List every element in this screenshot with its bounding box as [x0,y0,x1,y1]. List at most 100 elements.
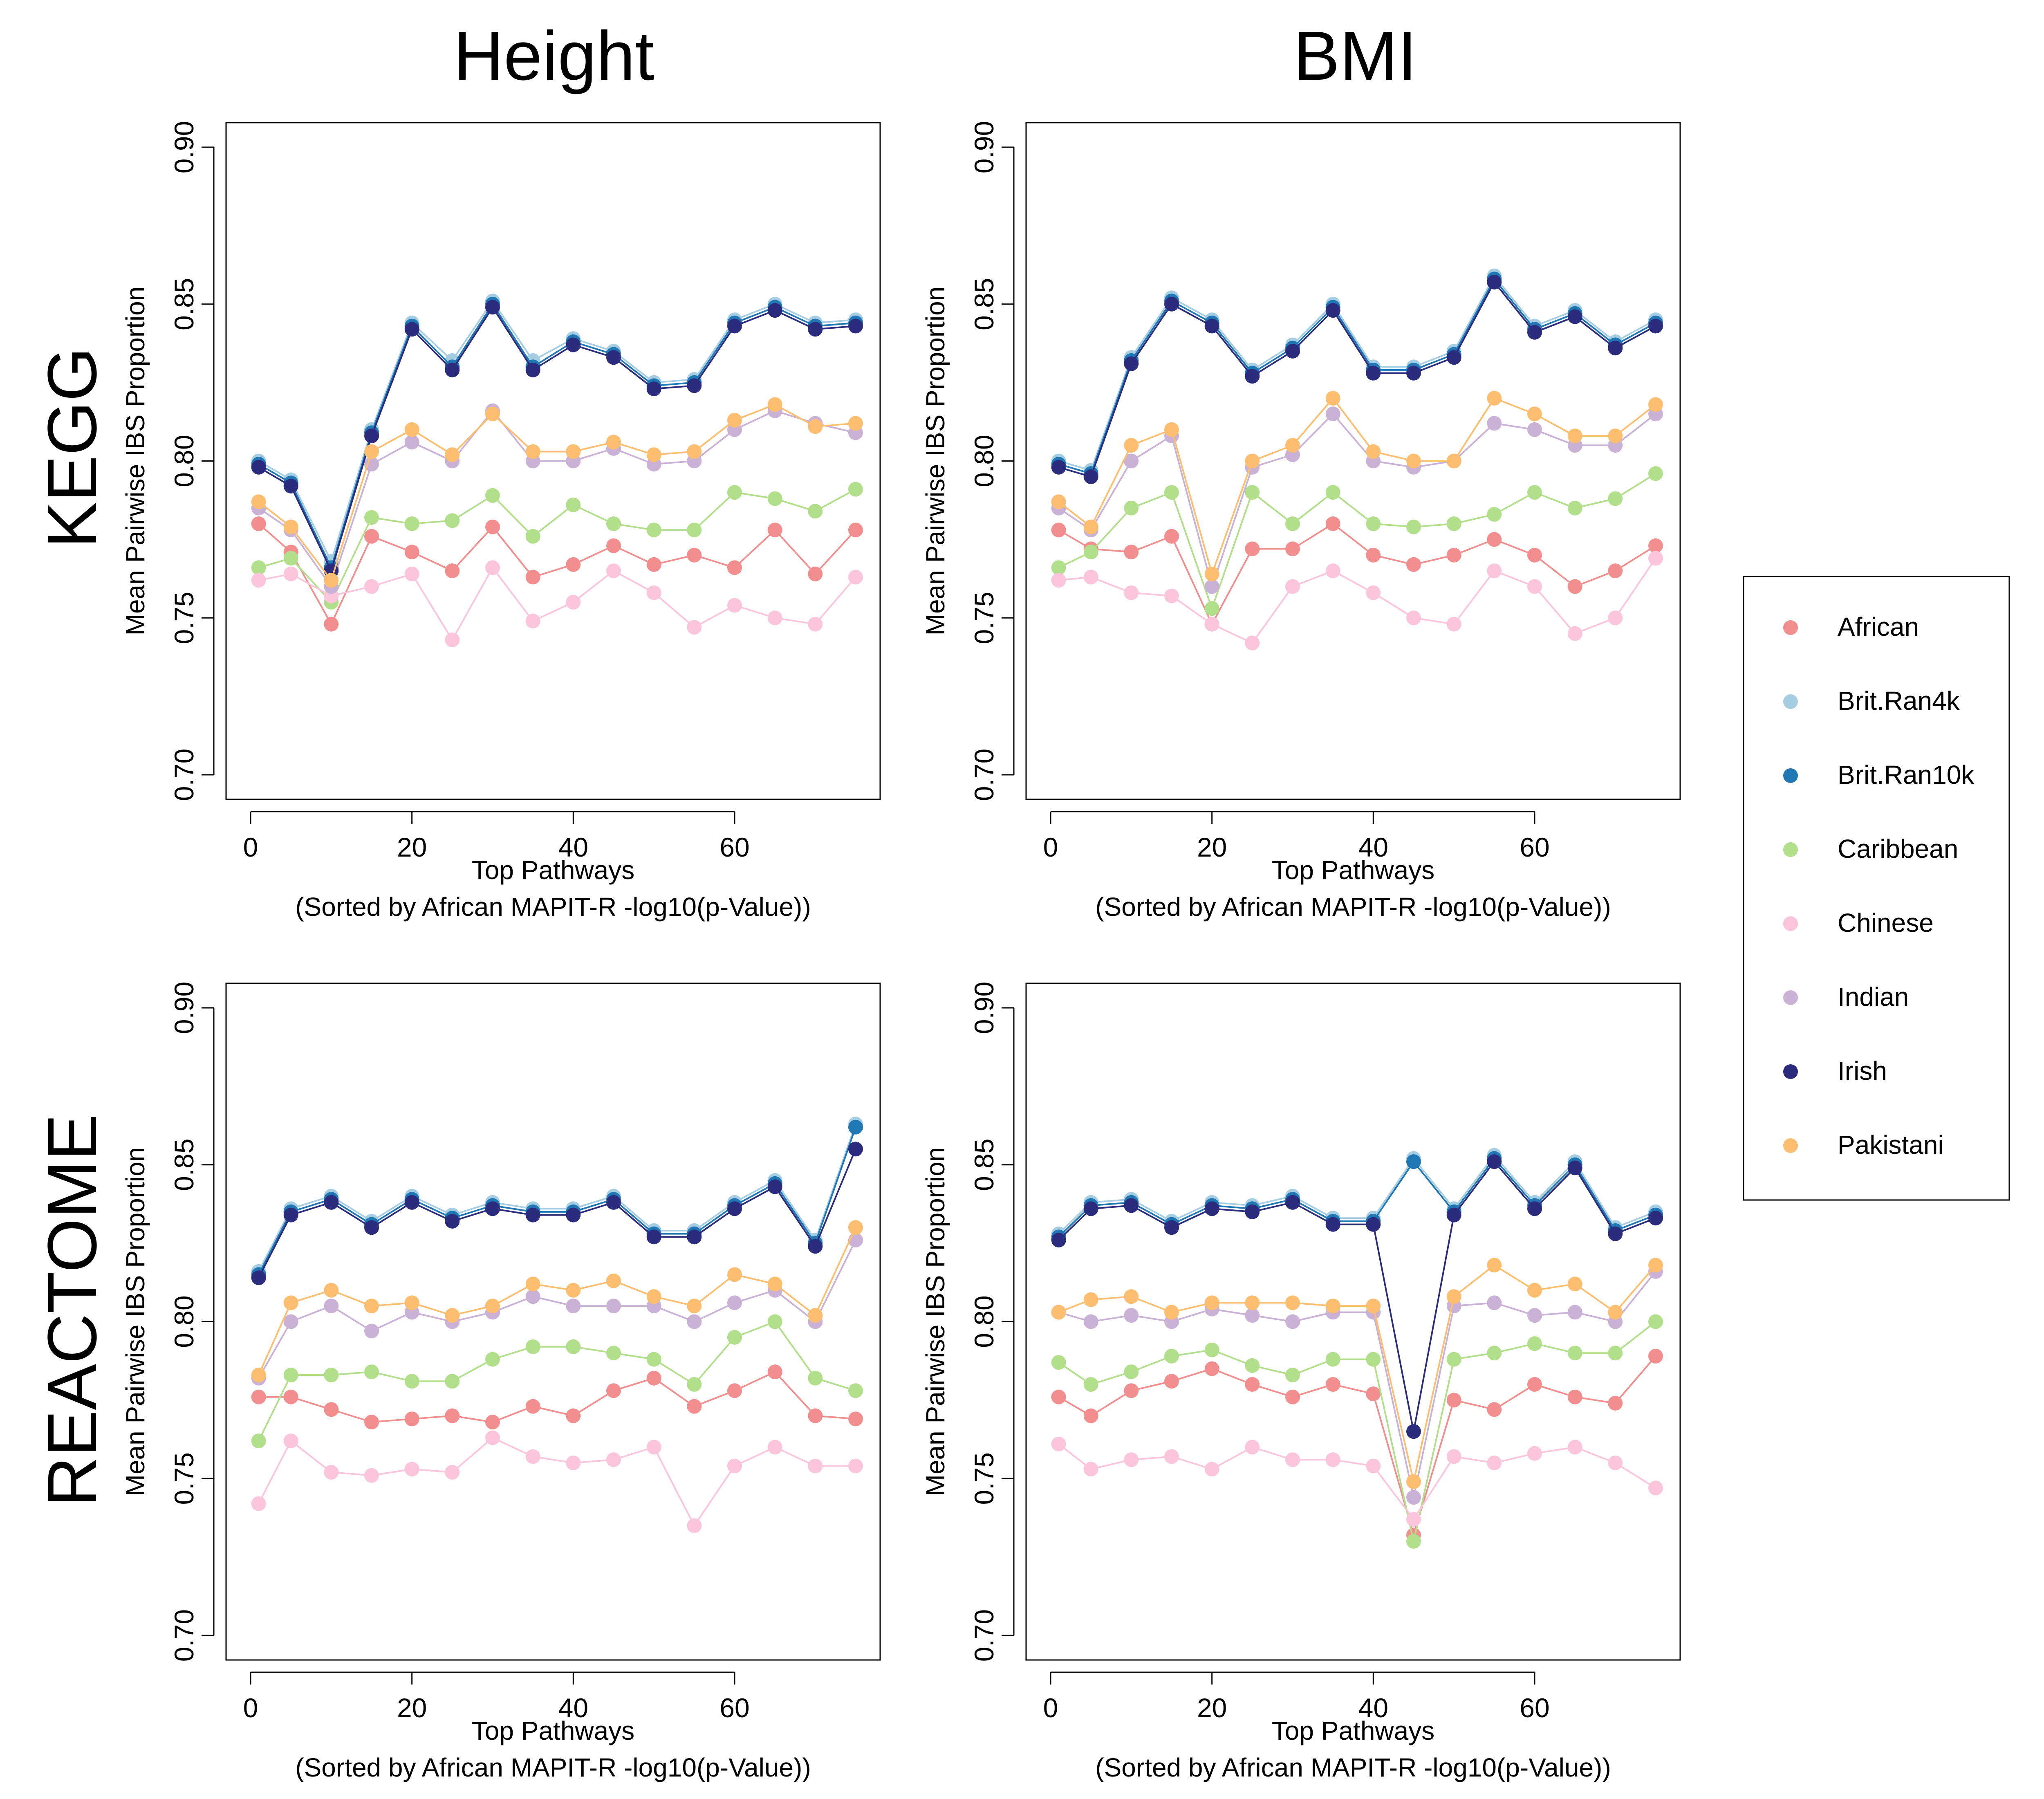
series-irish [251,1142,863,1285]
data-point [1366,1458,1381,1474]
data-point [445,1374,460,1389]
data-point [566,337,581,352]
data-point [1406,1474,1421,1489]
data-point [1527,406,1542,422]
data-point [727,1295,742,1310]
data-point [1487,1455,1502,1470]
plot-frame [225,122,881,800]
data-point [1406,453,1421,469]
data-point [364,1220,379,1235]
data-point [566,1455,581,1470]
x-tick-label: 40 [558,1693,588,1723]
data-point [566,444,581,459]
data-point [1446,617,1461,632]
data-point [1567,1160,1582,1175]
data-point [606,538,621,553]
data-point [566,557,581,572]
y-tick-label: 0.80 [169,435,199,487]
data-point [283,566,298,581]
data-point [767,491,782,506]
data-point [687,1229,702,1245]
data-point [485,1299,500,1314]
series-line [1058,1264,1656,1482]
data-point [404,1411,419,1427]
data-point [767,1364,782,1380]
x-tick-label: 0 [1043,1693,1058,1723]
data-point [566,1299,581,1314]
data-point [1446,516,1461,531]
legend-item: Brit.Ran10k [1783,760,1975,790]
series-line [1058,280,1656,478]
data-point [364,579,379,594]
series-line [258,1124,856,1272]
legend-label: Brit.Ran10k [1838,760,1975,790]
data-point [1366,1217,1381,1232]
data-point [404,545,419,560]
data-point [364,510,379,525]
y-tick-label: 0.75 [969,592,999,644]
data-point [1608,491,1623,506]
data-point [566,594,581,610]
data-point [1366,585,1381,600]
data-point [283,1389,298,1404]
series-line [258,523,856,626]
data-point [1204,1342,1219,1357]
data-point [808,1408,823,1423]
data-point [1204,319,1219,334]
y-tick-label: 0.70 [169,749,199,801]
data-point [1487,1258,1502,1273]
data-point [1083,570,1098,585]
data-point [687,523,702,538]
data-point [1527,1283,1542,1298]
y-tick-label: 0.85 [169,1139,199,1191]
data-point [848,482,863,497]
row-title-kegg: KEGG [34,347,111,548]
x-tick-label: 40 [558,832,588,862]
data-point [606,1452,621,1467]
data-point [1648,1314,1663,1329]
series-line [1058,1355,1656,1538]
data-point [364,444,379,459]
data-point [1406,1490,1421,1505]
data-point [1124,438,1139,453]
series-chinese [1051,551,1663,651]
chart-panel-4: 0.70 0.75 0.80 0.85 0.90 Mean Pairwise IBS Pr… [921,982,1681,1782]
data-point [1083,1408,1098,1423]
data-point [1051,523,1066,538]
data-point [445,362,460,377]
data-point [1325,303,1340,318]
x-axis-sublabel: (Sorted by African MAPIT-R -log10(p-Valu… [295,1753,811,1782]
legend-label: Brit.Ran4k [1838,686,1960,716]
data-point [283,1207,298,1223]
series-line [258,1227,856,1375]
data-point [767,1276,782,1292]
data-point [848,1220,863,1235]
data-point [808,617,823,632]
series-chinese [251,560,863,647]
x-axis-label: Top Pathways [1272,855,1434,885]
data-point [1285,1389,1300,1404]
series-line [258,303,856,570]
data-point [1648,1211,1663,1226]
data-point [1446,1393,1461,1408]
data-point [324,1299,339,1314]
series-irish [1051,1154,1663,1439]
data-point [808,566,823,581]
data-point [1164,296,1179,312]
data-point [606,516,621,531]
data-point [324,1368,339,1382]
data-point [1124,545,1139,560]
y-tick-label: 0.90 [969,982,999,1034]
data-point [1124,1452,1139,1467]
data-point [364,457,379,472]
data-point [1051,460,1066,475]
data-point [485,488,500,503]
data-point [1366,1352,1381,1367]
data-point [727,413,742,428]
data-point [445,513,460,528]
data-point [808,419,823,434]
data-point [445,447,460,462]
data-point [566,1339,581,1354]
data-point [1487,1154,1502,1169]
data-point [687,1299,702,1314]
